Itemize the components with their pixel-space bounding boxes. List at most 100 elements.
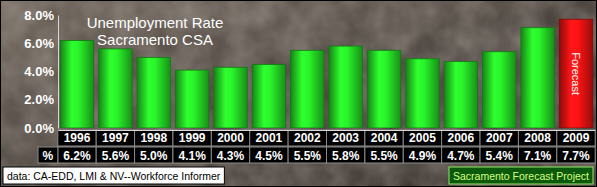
data-label: 6.2% <box>63 149 91 163</box>
background <box>0 0 597 187</box>
x-tick-label: 2006 <box>447 131 474 145</box>
data-label: 4.1% <box>178 149 206 163</box>
year-cell <box>173 130 211 146</box>
y-tick-label: 2.0% <box>24 92 54 107</box>
data-label: 5.5% <box>370 149 398 163</box>
row-header: % <box>43 149 54 163</box>
bars <box>60 19 592 128</box>
y-tick: 8.0% <box>24 8 58 23</box>
year-cell <box>211 130 249 146</box>
y-tick-label: 8.0% <box>24 8 54 23</box>
x-tick: 2006 <box>447 130 474 145</box>
x-axis-line <box>59 130 596 131</box>
data-label: 4.7% <box>447 149 475 163</box>
x-tick: 2005 <box>409 130 436 145</box>
x-tick-label: 1997 <box>102 131 129 145</box>
y-axis: 0.0% 2.0% 4.0% 6.0% 8.0% <box>24 8 58 136</box>
year-cell <box>288 130 326 146</box>
data-label: 4.3% <box>217 149 245 163</box>
x-tick: 2002 <box>294 130 321 145</box>
forecast-label: Forecast <box>570 52 582 95</box>
y-axis-line <box>58 16 59 129</box>
year-cell <box>58 130 96 146</box>
x-tick-label: 2009 <box>563 131 590 145</box>
value-cell <box>403 147 441 163</box>
project-note: Sacramento Forecast Project <box>449 167 593 184</box>
x-tick-label: 2005 <box>409 131 436 145</box>
value-cell <box>518 147 556 163</box>
x-tick-label: 1999 <box>179 131 206 145</box>
x-tick: 1996 <box>64 130 91 145</box>
x-tick-label: 2007 <box>486 131 513 145</box>
data-table: % 6.2% 5.6% 5.0% 4.1% 4.3% 4.5% 5.5% 5.8% 5.5% 4.9… <box>38 130 595 163</box>
year-cell <box>250 130 288 146</box>
value-cell <box>211 147 249 163</box>
data-label: 5.6% <box>102 149 130 163</box>
source-box <box>3 167 224 184</box>
value-cell <box>250 147 288 163</box>
x-tick-label: 2002 <box>294 131 321 145</box>
value-cell <box>288 147 326 163</box>
row-header-cell <box>38 147 58 163</box>
x-axis: 1996 1997 1998 1999 2000 2001 2002 2003 2004 2005… <box>59 130 596 145</box>
year-cell <box>96 130 134 146</box>
data-label: 4.5% <box>255 149 283 163</box>
y-tick-label: 4.0% <box>24 64 54 79</box>
value-cell <box>135 147 173 163</box>
data-label: 5.8% <box>332 149 360 163</box>
x-tick-label: 1998 <box>140 131 167 145</box>
x-tick-label: 2001 <box>256 131 283 145</box>
chart: 0.0%2.0%4.0%6.0%8.0%Unemployment RateSac… <box>0 0 597 187</box>
bar <box>175 70 208 128</box>
y-tick-label: 6.0% <box>24 36 54 51</box>
y-tick: 4.0% <box>24 64 58 79</box>
x-tick-label: 2008 <box>524 131 551 145</box>
value-cell <box>557 147 595 163</box>
x-tick-label: 2003 <box>332 131 359 145</box>
y-tick: 0.0% <box>24 121 58 136</box>
x-tick-label: 1996 <box>64 131 91 145</box>
title: Unemployment Rate <box>87 14 224 31</box>
y-tick: 2.0% <box>24 92 58 107</box>
x-tick: 2009 <box>563 130 590 145</box>
bar <box>559 19 592 128</box>
y-tick: 6.0% <box>24 36 58 51</box>
year-cell <box>442 130 480 146</box>
bar <box>214 67 247 128</box>
x-tick: 2008 <box>524 130 551 145</box>
data-label: 5.5% <box>294 149 322 163</box>
x-tick: 2003 <box>332 130 359 145</box>
data-label: 5.4% <box>486 149 514 163</box>
bar <box>252 64 285 128</box>
year-cell <box>403 130 441 146</box>
value-cell <box>365 147 403 163</box>
x-tick: 1997 <box>102 130 129 145</box>
x-tick: 2004 <box>371 130 398 145</box>
bar <box>521 28 554 128</box>
year-cell <box>327 130 365 146</box>
bar <box>367 50 400 128</box>
bar <box>60 40 93 128</box>
source-text: data: CA-EDD, LMI & NV--Workforce Inform… <box>7 170 221 182</box>
year-cell <box>480 130 518 146</box>
bar <box>137 57 170 128</box>
value-cell <box>96 147 134 163</box>
year-cell <box>365 130 403 146</box>
value-cell <box>327 147 365 163</box>
subtitle: Sacramento CSA <box>97 31 213 48</box>
x-tick-label: 2000 <box>217 131 244 145</box>
project-text: Sacramento Forecast Project <box>453 170 589 182</box>
x-tick: 1999 <box>179 130 206 145</box>
x-tick: 2007 <box>486 130 513 145</box>
bar <box>483 52 516 128</box>
data-label: 4.9% <box>409 149 437 163</box>
data-label: 7.1% <box>524 149 552 163</box>
y-tick-label: 0.0% <box>24 121 54 136</box>
value-cell <box>58 147 96 163</box>
value-cell <box>442 147 480 163</box>
x-tick-label: 2004 <box>371 131 398 145</box>
bar <box>406 59 439 128</box>
frame <box>1 1 597 187</box>
value-cell <box>480 147 518 163</box>
data-label: 5.0% <box>140 149 168 163</box>
